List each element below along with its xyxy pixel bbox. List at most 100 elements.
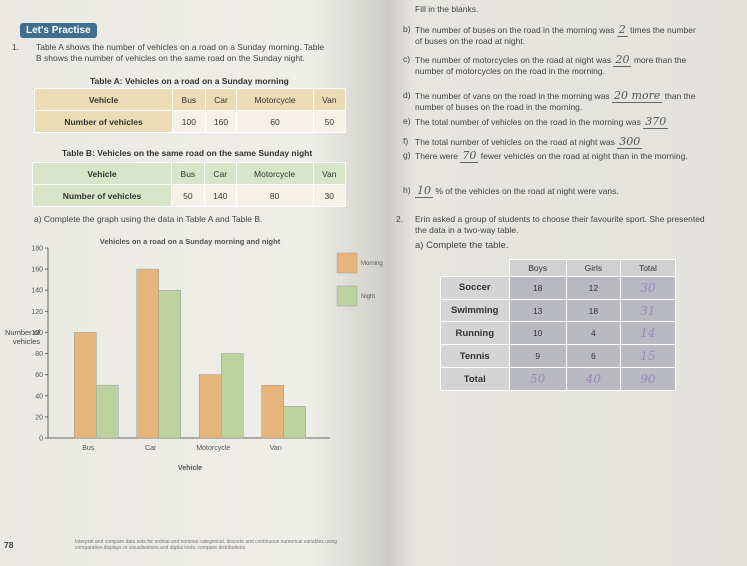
row-label: Tennis [440,344,510,369]
y-tick-label: 140 [31,288,43,295]
graph: Vehicles on a road on a Sunday morning a… [31,237,383,472]
header-cell: Vehicle [33,88,174,111]
data-row: Swimming 13 18 31 [440,298,677,323]
question: h) 10 % of the vehicles on the road at ni… [403,184,700,198]
cell: 50 [312,110,347,133]
handwritten-answer: 10 [415,184,433,198]
y-tick-label: 120 [31,309,43,316]
header-cell: Bus [170,162,205,185]
question: f) The total number of vehicles on the ro… [403,135,700,149]
cell: 10 [508,321,567,346]
page-number: 78 [4,540,14,550]
part-a: a) Complete the table. [415,240,509,251]
cell: 6 [565,344,621,369]
x-tick-label: Bus [82,445,95,452]
table-b: Vehicle Bus Car Motorcycle Van Number of vehi… [32,162,346,207]
bar [96,384,119,439]
handwritten-answer: 20 more [612,89,663,103]
header-cell: Van [312,88,347,111]
y-axis-label: Number of vehicles [4,328,40,346]
row-label: Soccer [440,275,510,300]
header-row: Boys Girls Total [441,259,677,277]
question: e) The total number of vehicles on the ro… [403,115,700,129]
header-row: Vehicle Bus Car Motorcycle Van [33,88,347,111]
question-label: e) [403,116,411,126]
data-row: Number of vehicles 50 140 80 30 [32,184,346,207]
bar [221,353,244,439]
cell: 140 [203,184,237,207]
cell: 18 [508,275,567,300]
y-tick-label: 20 [35,414,43,421]
sport-table: Boys Girls Total Soccer 18 12 30 Swimming 13 18 31… [440,259,677,391]
x-axis-label: Vehicle [178,465,202,472]
question-text: Erin asked a group of students to choose… [415,214,705,235]
handwritten-answer: 2 [616,23,628,37]
question: d) The number of vans on the road in the … [403,89,700,113]
question-label: f) [403,136,409,146]
data-row: Tennis 9 6 15 [440,344,677,369]
question-label: h) [403,185,411,195]
y-tick-label: 0 [39,436,43,443]
question: c) The number of motorcycles on the road … [403,53,700,77]
cell: 14 [619,321,677,346]
bar [136,268,159,439]
question-text: The number of vans on the road in the mo… [415,91,610,101]
question-number: 1. [12,42,20,52]
cell: 31 [619,298,677,323]
cell: 9 [508,344,567,369]
graph-title: Vehicles on a road on a Sunday morning a… [100,237,281,246]
question-text: % of the vehicles on the road at night w… [435,186,619,196]
table-title: Table B: Vehicles on the same road on th… [62,148,313,158]
bar [283,406,306,439]
part-a: a) Complete the graph using the data in … [34,214,263,224]
x-tick-label: Van [270,445,282,452]
question-text: The number of buses on the road in the m… [415,25,615,35]
y-tick-label: 160 [31,267,43,274]
question: g) There were 70 fewer vehicles on the ro… [403,149,700,163]
handwritten-answer: 370 [643,115,669,129]
x-tick-label: Car [145,445,157,452]
cell: 4 [565,321,621,346]
cell: 30 [312,184,346,207]
data-row: Running 10 4 14 [440,321,677,346]
question-text: The total number of vehicles on the road… [415,117,641,127]
intro: Table A shows the number of vehicles on … [36,42,325,63]
cell: 12 [565,275,621,300]
handwritten-answer: 20 [613,53,632,67]
table-title: Table A: Vehicles on a road on a Sunday … [90,76,289,86]
question-label: d) [403,90,411,100]
cell: 80 [235,184,314,207]
question-label: b) [403,24,411,34]
instruction: Fill in the blanks. [415,4,479,14]
table-a: Vehicle Bus Car Motorcycle Van Number of vehi… [33,88,347,133]
header-cell: Van [312,162,346,185]
y-tick-label: 40 [35,393,43,400]
cell: 30 [619,275,677,300]
legend-label: Night [361,294,375,300]
badge: Let's Practise [20,23,97,38]
bar [199,374,222,439]
cell: Number of vehicles [33,110,174,133]
question-number: 2. [396,214,404,224]
cell: 15 [619,344,677,369]
question: b) The number of buses on the road in the… [403,23,700,47]
cell: 100 [172,110,206,133]
question-text: The total number of vehicles on the road… [415,137,615,147]
y-tick-label: 180 [31,246,43,253]
cell: 160 [204,110,238,133]
question-text: than the number of buses on the road in … [415,91,696,112]
question-text: fewer vehicles on the road at night than… [480,151,688,161]
question-text: There were [415,151,458,161]
legend-label: Morning [361,261,383,267]
bar [261,384,284,439]
question-label: c) [403,54,411,64]
data-row: Soccer 18 12 30 [440,275,677,300]
data-row: Total 50 40 90 [440,367,677,391]
header-cell: Boys [508,259,567,277]
header-cell: Girls [565,259,621,277]
question-label: g) [403,150,411,160]
legend-swatch [336,285,358,307]
row-label: Total [440,367,510,391]
